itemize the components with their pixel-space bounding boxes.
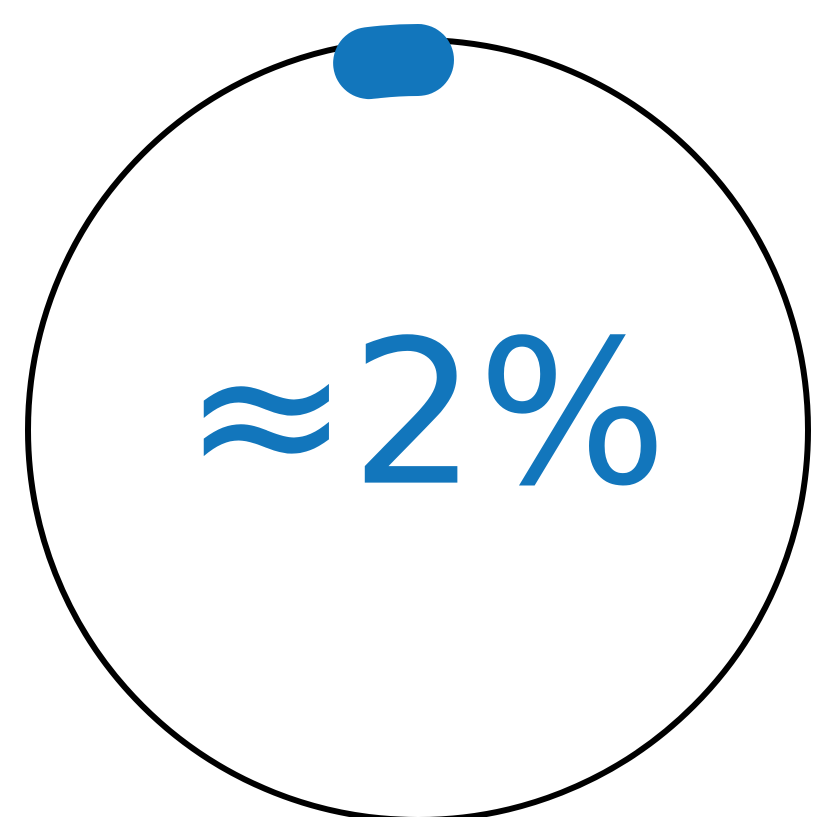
value-label: ≈2%	[183, 298, 668, 531]
progress-arc	[333, 24, 454, 100]
